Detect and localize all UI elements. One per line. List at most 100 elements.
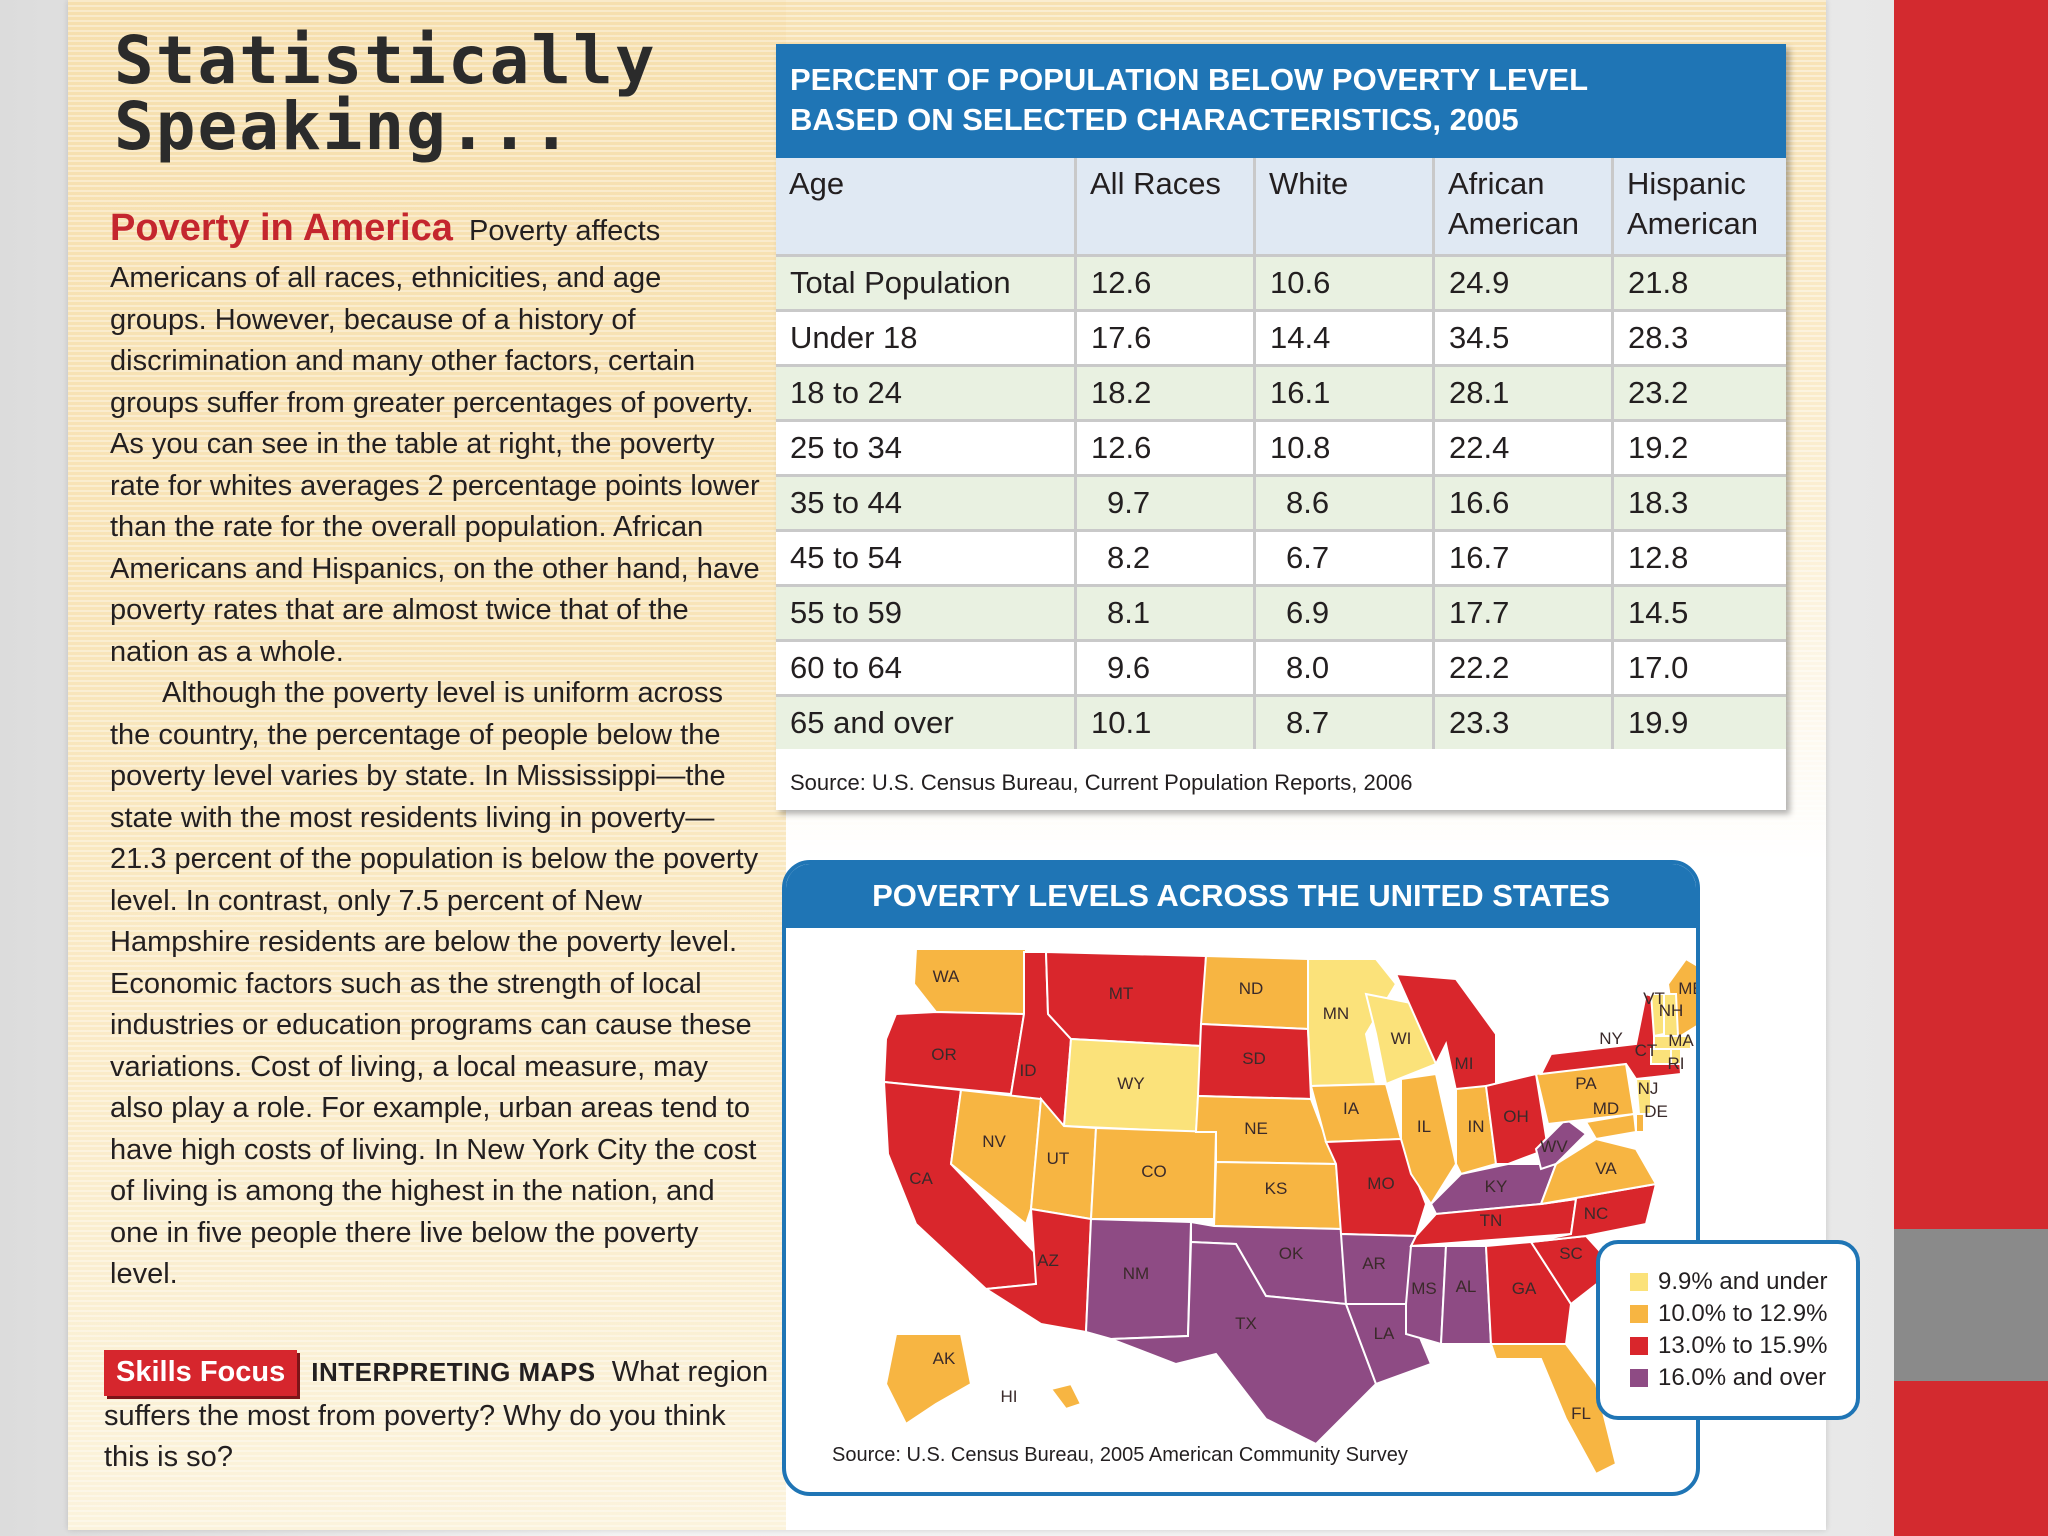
table-cell: 6.9 — [1254, 584, 1435, 641]
state-label-mo: MO — [1367, 1174, 1394, 1193]
row-label: 55 to 59 — [776, 584, 1077, 641]
state-ma — [1653, 1035, 1692, 1050]
header-all-races: All Races — [1075, 158, 1256, 256]
row-label: 65 and over — [776, 694, 1077, 749]
state-label-id: ID — [1020, 1061, 1037, 1080]
state-label-va: VA — [1595, 1159, 1617, 1178]
map-legend: 9.9% and under 10.0% to 12.9% 13.0% to 1… — [1596, 1240, 1860, 1420]
state-de — [1635, 1113, 1645, 1133]
article-intro: Poverty in America Poverty affects — [110, 207, 750, 253]
state-label-de: DE — [1644, 1102, 1668, 1121]
row-label: Under 18 — [776, 309, 1077, 366]
state-label-sd: SD — [1242, 1049, 1266, 1068]
state-label-al: AL — [1456, 1277, 1477, 1296]
state-label-oh: OH — [1503, 1107, 1529, 1126]
table-row: 18 to 24 18.2 16.1 28.1 23.2 — [776, 364, 1786, 421]
legend-swatch — [1630, 1337, 1648, 1355]
poverty-map: POVERTY LEVELS ACROSS THE UNITED STATES … — [782, 860, 1700, 1496]
state-fl — [1489, 1343, 1618, 1476]
table-row: 55 to 59 8.1 6.9 17.7 14.5 — [776, 584, 1786, 641]
state-label-ct: CT — [1635, 1041, 1658, 1060]
state-label-hi: HI — [1001, 1387, 1018, 1406]
row-label: Total Population — [776, 254, 1077, 311]
table-cell: 14.4 — [1254, 309, 1435, 366]
legend-item-mid: 10.0% to 12.9% — [1630, 1300, 1827, 1328]
state-mn — [1307, 958, 1398, 1088]
table-row: 25 to 34 12.6 10.8 22.4 19.2 — [776, 419, 1786, 476]
table-cell: 8.6 — [1254, 474, 1435, 531]
state-label-md: MD — [1593, 1099, 1619, 1118]
state-label-ma: MA — [1668, 1031, 1694, 1050]
state-label-nc: NC — [1584, 1204, 1609, 1223]
state-label-nv: NV — [982, 1132, 1006, 1151]
state-in — [1455, 1084, 1498, 1176]
article-panel — [68, 0, 786, 1530]
state-label-wi: WI — [1391, 1029, 1412, 1048]
table-header-row: Age All Races White African American His… — [776, 158, 1786, 256]
skills-question: What region suffers the most from povert… — [104, 1356, 769, 1473]
table-cell: 8.0 — [1254, 639, 1435, 696]
skills-badge: Skills Focus — [104, 1350, 298, 1396]
header-african-american: African American — [1433, 158, 1614, 256]
table-cell: 12.8 — [1612, 529, 1786, 586]
state-label-tn: TN — [1480, 1211, 1503, 1230]
state-label-ar: AR — [1362, 1254, 1386, 1273]
table-cell: 22.4 — [1433, 419, 1614, 476]
table-cell: 16.6 — [1433, 474, 1614, 531]
row-label: 18 to 24 — [776, 364, 1077, 421]
table-cell: 8.1 — [1075, 584, 1256, 641]
table-cell: 8.2 — [1075, 529, 1256, 586]
table-cell: 22.2 — [1433, 639, 1614, 696]
table-cell: 6.7 — [1254, 529, 1435, 586]
table-cell: 19.2 — [1612, 419, 1786, 476]
map-title: POVERTY LEVELS ACROSS THE UNITED STATES — [786, 864, 1696, 928]
table-cell: 10.6 — [1254, 254, 1435, 311]
table-cell: 28.3 — [1612, 309, 1786, 366]
table-cell: 23.2 — [1612, 364, 1786, 421]
table-cell: 19.9 — [1612, 694, 1786, 749]
table-cell: 24.9 — [1433, 254, 1614, 311]
row-label: 25 to 34 — [776, 419, 1077, 476]
table-source: Source: U.S. Census Bureau, Current Popu… — [790, 770, 1413, 795]
table-row: 35 to 44 9.7 8.6 16.6 18.3 — [776, 474, 1786, 531]
map-source: Source: U.S. Census Bureau, 2005 America… — [832, 1444, 1408, 1466]
state-label-ga: GA — [1512, 1279, 1537, 1298]
state-label-sc: SC — [1559, 1244, 1583, 1263]
header-age: Age — [776, 158, 1077, 256]
legend-swatch — [1630, 1305, 1648, 1323]
state-wv — [1534, 1117, 1588, 1171]
state-label-pa: PA — [1575, 1074, 1597, 1093]
poverty-table: PERCENT OF POPULATION BELOW POVERTY LEVE… — [776, 44, 1786, 810]
state-label-ak: AK — [933, 1349, 956, 1368]
state-label-mt: MT — [1109, 984, 1134, 1003]
paragraph-2: Although the poverty level is uniform ac… — [110, 677, 759, 1290]
state-label-wv: WV — [1540, 1137, 1568, 1156]
legend-swatch — [1630, 1369, 1648, 1387]
row-label: 45 to 54 — [776, 529, 1077, 586]
state-label-ut: UT — [1047, 1149, 1070, 1168]
state-nj — [1634, 1078, 1652, 1115]
state-label-co: CO — [1141, 1162, 1167, 1181]
state-label-in: IN — [1468, 1117, 1485, 1136]
table-title: PERCENT OF POPULATION BELOW POVERTY LEVE… — [776, 44, 1786, 158]
data-table: Age All Races White African American His… — [776, 158, 1786, 749]
state-label-ms: MS — [1411, 1279, 1437, 1298]
state-label-ky: KY — [1485, 1177, 1508, 1196]
state-label-vt: VT — [1643, 989, 1665, 1008]
state-label-la: LA — [1374, 1324, 1395, 1343]
table-cell: 18.3 — [1612, 474, 1786, 531]
state-wa — [912, 948, 1028, 1016]
table-cell: 21.8 — [1612, 254, 1786, 311]
table-cell: 16.1 — [1254, 364, 1435, 421]
row-label: 35 to 44 — [776, 474, 1077, 531]
state-label-wa: WA — [933, 967, 960, 986]
article-body: Americans of all races, ethnicities, and… — [110, 258, 760, 1296]
table-cell: 17.7 — [1433, 584, 1614, 641]
header-hispanic-american: Hispanic American — [1612, 158, 1786, 256]
table-row: Total Population 12.6 10.6 24.9 21.8 — [776, 254, 1786, 311]
state-label-il: IL — [1417, 1117, 1431, 1136]
state-label-ri: RI — [1668, 1054, 1685, 1073]
table-cell: 23.3 — [1433, 694, 1614, 749]
table-cell: 12.6 — [1075, 254, 1256, 311]
legend-swatch — [1630, 1273, 1648, 1291]
